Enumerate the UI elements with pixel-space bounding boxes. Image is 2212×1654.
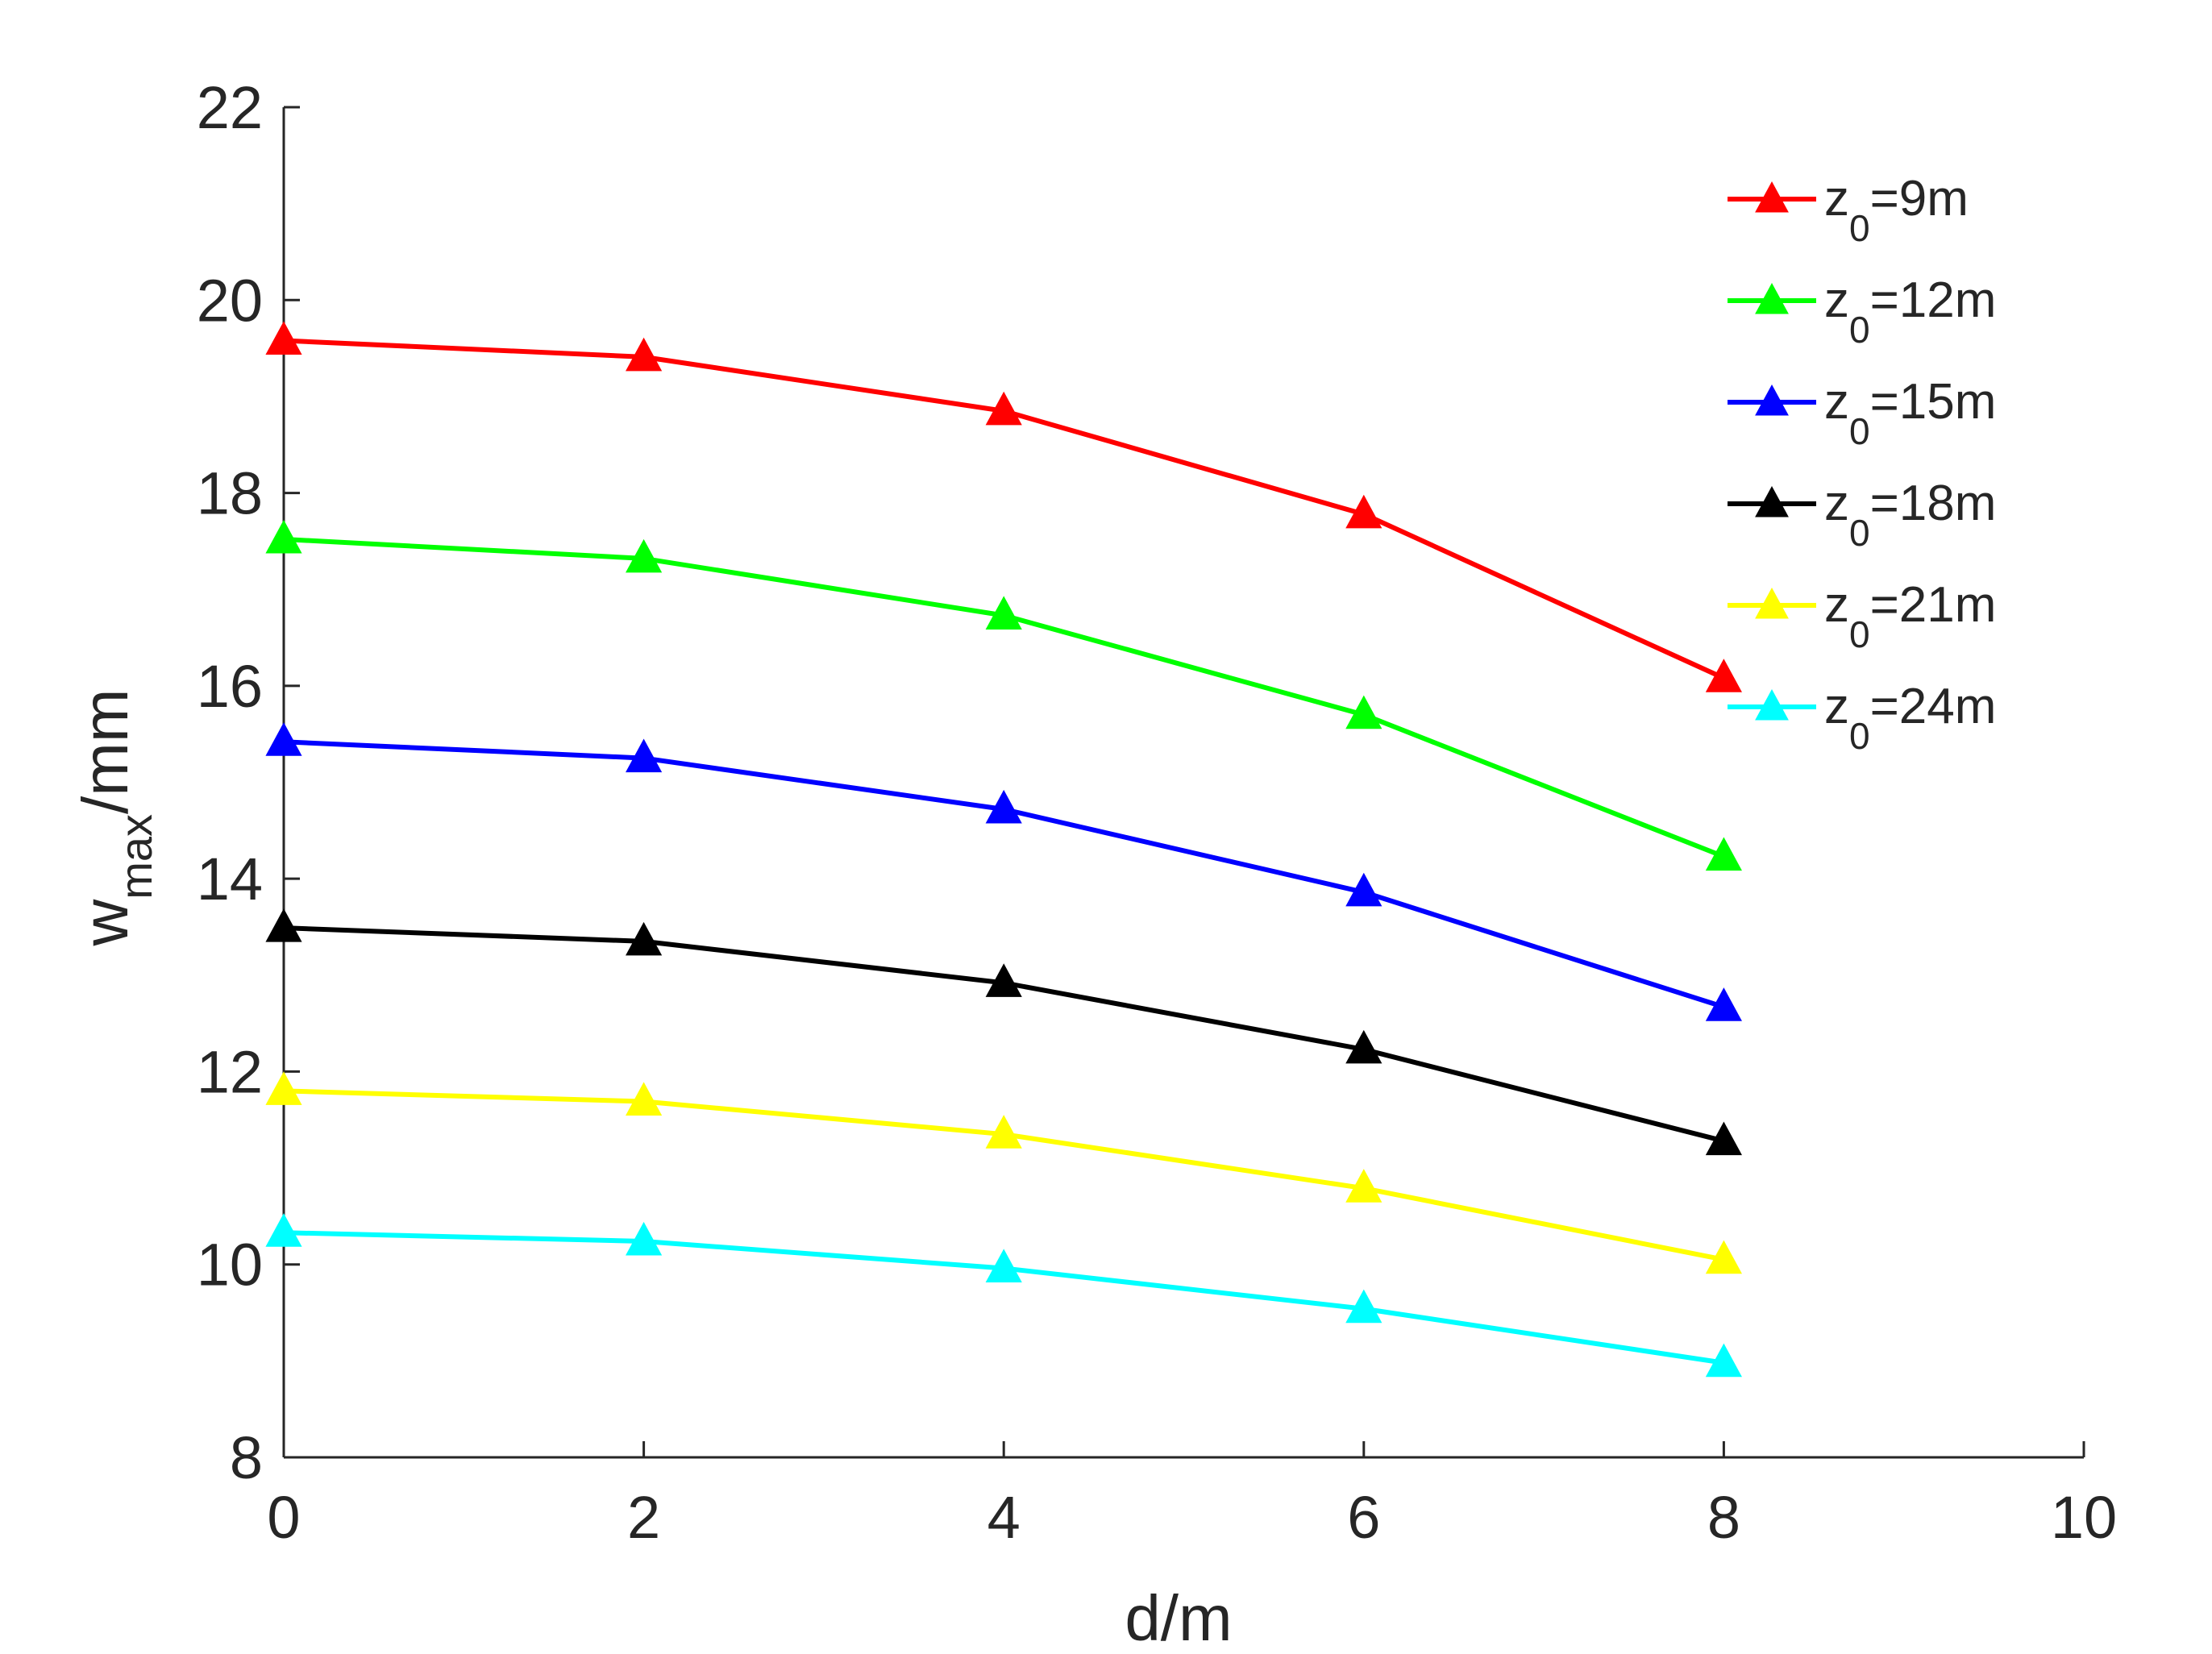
data-point-marker [1705, 1121, 1742, 1156]
data-point-marker [1345, 494, 1382, 529]
legend: z0=9m z0=12m z0=15m z0=18m z0=21m z0=24m [1728, 171, 1996, 757]
y-tick-label: 20 [197, 267, 263, 334]
legend-item: z0=15m [1728, 374, 1996, 452]
y-ticks: 8 10 12 14 16 18 20 22 [197, 74, 300, 1491]
y-tick-label: 12 [197, 1038, 263, 1105]
legend-label: z0=9m [1824, 171, 1969, 249]
x-tick-label: 8 [1707, 1484, 1740, 1551]
y-axis-label-suffix: /mm [69, 688, 141, 814]
data-point-marker [265, 519, 302, 554]
data-point-marker [626, 538, 663, 573]
series-z0=12m [265, 519, 1742, 871]
data-point-marker [265, 722, 302, 756]
data-point-marker [1345, 1289, 1382, 1324]
legend-label: z0=21m [1824, 577, 1996, 655]
legend-label: z0=18m [1824, 476, 1996, 554]
y-tick-label: 22 [197, 74, 263, 141]
data-point-marker [1705, 1240, 1742, 1274]
legend-item: z0=18m [1728, 476, 1996, 554]
data-point-marker [1345, 872, 1382, 907]
data-point-marker [265, 908, 302, 942]
y-axis-label: wmax/mm [69, 688, 161, 946]
y-tick-label: 16 [197, 653, 263, 720]
legend-marker-icon [1755, 384, 1789, 416]
legend-item: z0=21m [1728, 577, 1996, 655]
data-point-marker [985, 963, 1022, 997]
y-tick-label: 18 [197, 460, 263, 527]
y-tick-label: 14 [197, 846, 263, 912]
data-point-marker [985, 596, 1022, 630]
series-z0=18m [265, 908, 1742, 1156]
data-point-marker [265, 321, 302, 355]
y-axis-label-main: w [69, 900, 141, 947]
legend-marker-icon [1755, 689, 1789, 721]
series-z0=9m [265, 321, 1742, 692]
legend-item: z0=12m [1728, 272, 1996, 351]
data-point-marker [1345, 1169, 1382, 1203]
legend-label: z0=12m [1824, 272, 1996, 351]
series-z0=21m [265, 1071, 1742, 1274]
legend-label: z0=15m [1824, 374, 1996, 452]
data-point-marker [985, 789, 1022, 824]
data-point-marker [265, 1213, 302, 1247]
y-tick-label: 10 [197, 1232, 263, 1299]
data-point-marker [265, 1071, 302, 1105]
legend-marker-icon [1755, 181, 1789, 213]
x-axis-label: d/m [1125, 1582, 1232, 1654]
data-point-marker [626, 1082, 663, 1116]
data-point-marker [626, 1221, 663, 1256]
data-point-marker [985, 1249, 1022, 1282]
series-z0=24m [265, 1213, 1742, 1378]
legend-item: z0=24m [1728, 679, 1996, 757]
series-layer [265, 321, 1742, 1378]
x-tick-label: 2 [627, 1484, 660, 1551]
x-tick-label: 0 [267, 1484, 300, 1551]
data-point-marker [1705, 659, 1742, 692]
data-point-marker [1345, 1029, 1382, 1064]
series-z0=15m [265, 722, 1742, 1021]
data-point-marker [1705, 987, 1742, 1021]
data-point-marker [1705, 837, 1742, 871]
legend-label: z0=24m [1824, 679, 1996, 757]
data-point-marker [1705, 1343, 1742, 1378]
data-point-marker [626, 921, 663, 956]
legend-marker-icon [1755, 283, 1789, 314]
x-tick-label: 6 [1347, 1484, 1380, 1551]
data-point-marker [626, 738, 663, 773]
data-point-marker [985, 391, 1022, 426]
data-point-marker [626, 337, 663, 372]
legend-item: z0=9m [1728, 171, 1969, 249]
y-axis-label-subscript: max [110, 814, 161, 900]
legend-marker-icon [1755, 588, 1789, 619]
legend-marker-icon [1755, 486, 1789, 517]
data-point-marker [1345, 695, 1382, 729]
y-tick-label: 8 [230, 1424, 263, 1491]
x-tick-label: 4 [988, 1484, 1021, 1551]
x-ticks: 0 2 4 6 8 10 [267, 1441, 2117, 1551]
x-tick-label: 10 [2051, 1484, 2117, 1551]
data-point-marker [985, 1115, 1022, 1149]
